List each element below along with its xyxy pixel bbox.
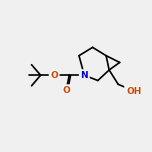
Text: O: O: [50, 71, 58, 80]
Text: O: O: [62, 85, 71, 95]
Text: O: O: [62, 86, 70, 95]
Text: N: N: [80, 70, 89, 80]
Text: O: O: [50, 70, 59, 80]
Text: OH: OH: [125, 86, 143, 96]
Text: N: N: [80, 71, 88, 80]
Text: OH: OH: [126, 86, 142, 96]
